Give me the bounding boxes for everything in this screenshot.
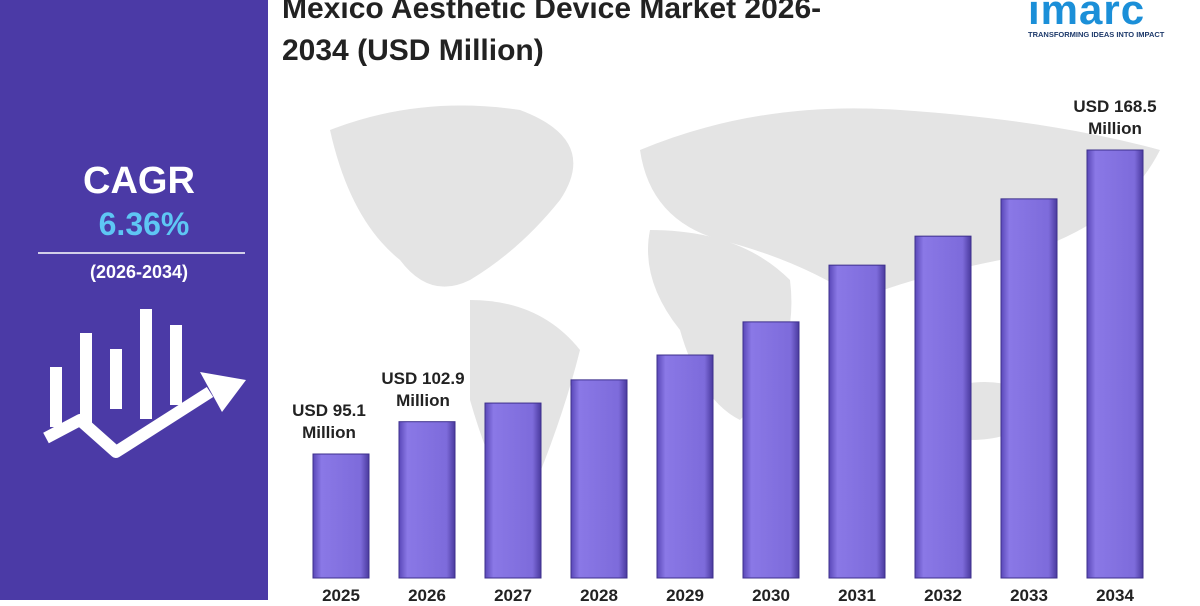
cagr-value: 6.36% — [98, 206, 190, 242]
bar — [828, 264, 886, 579]
x-tick-label: 2025 — [322, 586, 360, 605]
x-tick-label: 2031 — [838, 586, 876, 605]
bar — [742, 321, 800, 579]
bar — [1000, 198, 1058, 579]
growth-icon — [38, 252, 246, 458]
x-tick-label: 2026 — [408, 586, 446, 605]
bar — [484, 402, 542, 579]
bar — [312, 453, 370, 579]
bar — [570, 379, 628, 579]
bar — [914, 235, 972, 579]
value-label: USD 102.9 Million — [381, 368, 465, 410]
bar — [398, 421, 456, 579]
logo: imarc — [1028, 0, 1146, 33]
logo-tagline: TRANSFORMING IDEAS INTO IMPACT — [1028, 30, 1165, 39]
x-tick-label: 2033 — [1010, 586, 1048, 605]
x-tick-label: 2029 — [666, 586, 704, 605]
value-label: USD 168.5 Million — [1073, 97, 1157, 138]
value-label: USD 95.1 Million — [292, 401, 366, 442]
cagr-period: (2026-2034) — [89, 262, 189, 282]
x-tick-label: 2030 — [752, 586, 790, 605]
bar — [656, 354, 714, 579]
x-tick-label: 2028 — [580, 586, 618, 605]
chart-title: Mexico Aesthetic Device Market 2026-2034… — [282, 0, 822, 67]
cagr-label: CAGR — [83, 160, 195, 202]
x-tick-label: 2034 — [1096, 586, 1134, 605]
x-tick-label: 2032 — [924, 586, 962, 605]
bar — [1086, 149, 1144, 579]
x-tick-label: 2027 — [494, 586, 532, 605]
sidebar — [0, 0, 268, 600]
